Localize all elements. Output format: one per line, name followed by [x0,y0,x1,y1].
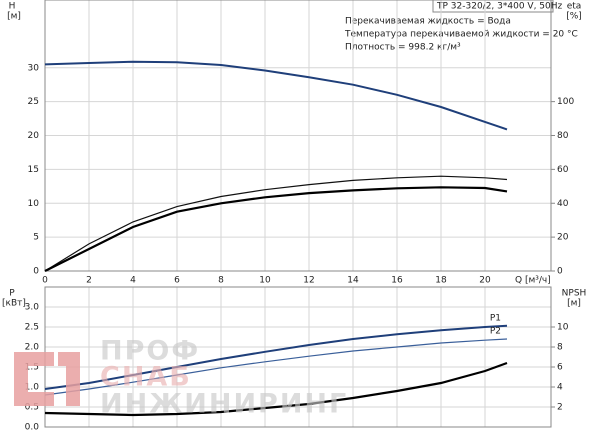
x-tick-label: 12 [303,276,314,286]
y-tick-label: 1.5 [25,363,39,373]
y-tick-label: 0.0 [25,423,40,433]
x-tick-label: 18 [435,276,447,286]
y2-tick-label: 60 [557,165,569,175]
y-tick-label: 0.5 [25,403,39,413]
y-tick-label: 2.0 [25,343,40,353]
note: Перекачиваемая жидкость = Вода [345,17,511,27]
y-axis-label: H [9,2,16,12]
y2-axis-label: NPSH [562,289,587,299]
note: Плотность = 998.2 кг/м³ [345,43,461,53]
x-tick-label: 4 [130,276,136,286]
x-tick-label: 20 [479,276,491,286]
y-tick-label: 1.0 [25,383,40,393]
y-tick-label: 10 [28,199,40,209]
series-line [44,324,508,390]
y2-tick-label: 20 [557,233,569,243]
series-label: P1 [490,313,501,323]
y-tick-label: 5 [33,233,39,243]
plot-frame [44,0,552,272]
series-line [44,60,508,131]
series-line [44,361,508,417]
y2-axis-label: eta [567,2,582,12]
model-label: TP 32-320/2, 3*400 V, 50Hz [436,2,563,12]
y2-tick-label: 10 [557,323,569,333]
watermark-logo [14,352,54,406]
y-axis-label: P [9,289,15,299]
y2-axis-unit: [м] [567,299,581,309]
x-tick-label: 2 [86,276,92,286]
y2-tick-label: 100 [557,97,574,107]
series-line [44,186,508,272]
y2-tick-label: 80 [557,131,569,141]
y-tick-label: 0 [33,267,39,277]
y-tick-label: 20 [28,131,40,141]
x-tick-label: 6 [174,276,180,286]
y-axis-unit: [кВт] [2,299,26,309]
y2-tick-label: 40 [557,199,569,209]
watermark-logo [58,352,80,406]
series-line [44,338,508,396]
x-tick-label: 8 [218,276,224,286]
x-tick-label: 10 [259,276,271,286]
y2-tick-label: 6 [557,363,563,373]
x-tick-label: 0 [42,276,48,286]
watermark-text: ИНЖИНИРИНГ [100,389,348,420]
series-line [44,175,508,272]
x-tick-label: 14 [347,276,359,286]
y2-tick-label: 0 [557,267,563,277]
y-tick-label: 3.0 [25,303,40,313]
y-tick-label: 30 [28,63,40,73]
y-tick-label: 2.5 [25,323,39,333]
model-box [432,0,554,13]
note: Температура перекачиваемой жидкости = 20… [344,30,578,40]
watermark-text: СНАБ [100,362,192,393]
y2-axis-unit: [%] [566,12,582,22]
y2-tick-label: 8 [557,343,563,353]
watermark-text: ПРОФ [100,336,200,367]
y-axis-unit: [м] [7,12,21,22]
y2-tick-label: 2 [557,403,563,413]
y-tick-label: 25 [28,97,39,107]
y2-tick-label: 4 [557,383,563,393]
x-axis-label: Q [м³/ч] [515,276,551,286]
x-tick-label: 16 [391,276,403,286]
watermark: ПРОФ СНАБ ИНЖИНИРИНГ [14,336,348,420]
y-tick-label: 15 [28,165,39,175]
series-label: P2 [490,327,501,337]
